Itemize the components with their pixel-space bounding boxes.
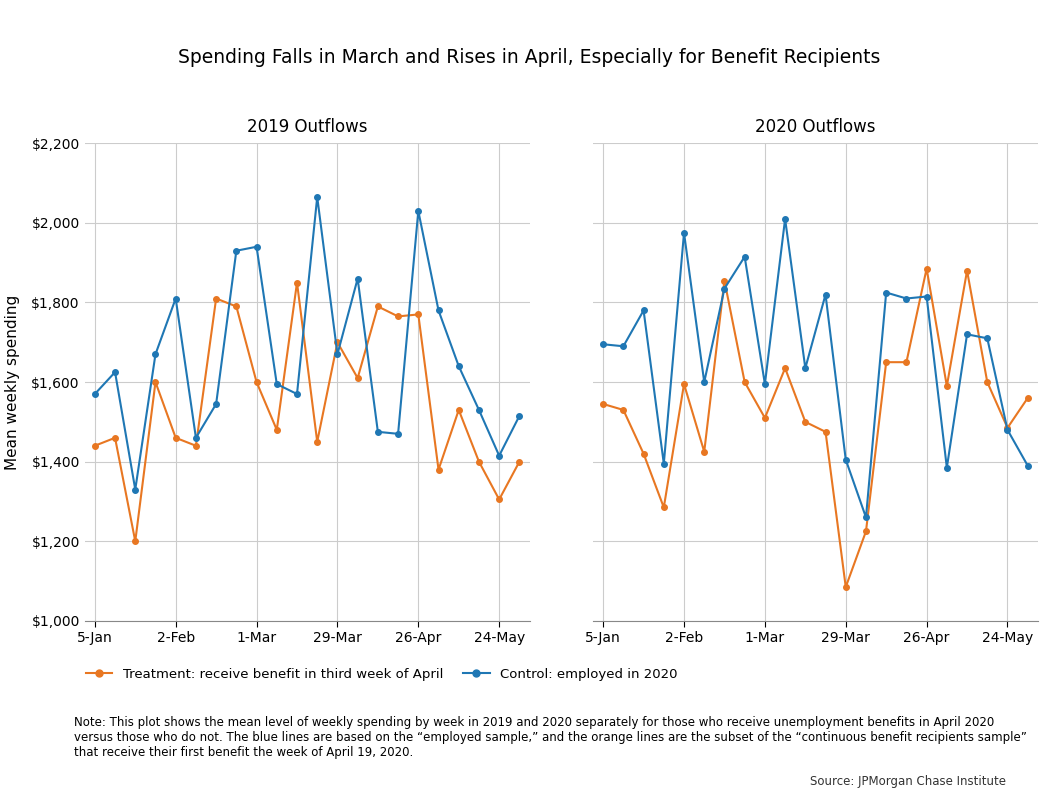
Legend: Treatment: receive benefit in third week of April, Control: employed in 2020: Treatment: receive benefit in third week… [80, 662, 683, 686]
Text: Source: JPMorgan Chase Institute: Source: JPMorgan Chase Institute [810, 775, 1006, 788]
Y-axis label: Mean weekly spending: Mean weekly spending [5, 295, 20, 470]
Title: 2019 Outflows: 2019 Outflows [247, 118, 367, 136]
Title: 2020 Outflows: 2020 Outflows [755, 118, 876, 136]
Text: Spending Falls in March and Rises in April, Especially for Benefit Recipients: Spending Falls in March and Rises in Apr… [178, 48, 881, 67]
Text: Note: This plot shows the mean level of weekly spending by week in 2019 and 2020: Note: This plot shows the mean level of … [74, 716, 1027, 759]
